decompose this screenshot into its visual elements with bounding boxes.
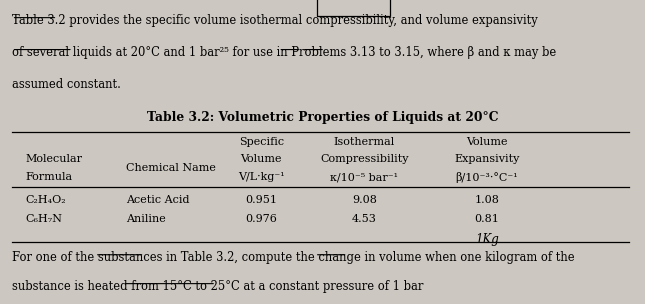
Text: Table 3.2 provides the specific volume isothermal compressibility, and volume ex: Table 3.2 provides the specific volume i… [12, 14, 537, 27]
Text: 0.976: 0.976 [245, 214, 277, 224]
Text: V/L·kg⁻¹: V/L·kg⁻¹ [238, 172, 284, 182]
Text: Specific: Specific [239, 137, 284, 147]
Text: 4.53: 4.53 [352, 214, 377, 224]
Text: 9.08: 9.08 [352, 195, 377, 205]
Text: Chemical Name: Chemical Name [126, 163, 215, 173]
Text: Compressibility: Compressibility [320, 154, 409, 164]
Text: assumed constant.: assumed constant. [12, 78, 121, 91]
Text: 0.951: 0.951 [245, 195, 277, 205]
Text: Volume: Volume [241, 154, 282, 164]
Text: of several liquids at 20°C and 1 bar²⁵ for use in Problems 3.13 to 3.15, where β: of several liquids at 20°C and 1 bar²⁵ f… [12, 46, 556, 59]
Text: Acetic Acid: Acetic Acid [126, 195, 189, 205]
Text: β/10⁻³·°C⁻¹: β/10⁻³·°C⁻¹ [455, 172, 519, 183]
Text: Aniline: Aniline [126, 214, 166, 224]
Text: 1Kg: 1Kg [475, 233, 499, 246]
Text: C₆H₇N: C₆H₇N [26, 214, 63, 224]
Text: Formula: Formula [26, 172, 73, 182]
Text: Molecular: Molecular [26, 154, 83, 164]
Text: Volume: Volume [466, 137, 508, 147]
Text: C₂H₄O₂: C₂H₄O₂ [26, 195, 66, 205]
Text: Isothermal: Isothermal [334, 137, 395, 147]
Text: 1.08: 1.08 [475, 195, 499, 205]
Text: Expansivity: Expansivity [454, 154, 520, 164]
Text: κ/10⁻⁵ bar⁻¹: κ/10⁻⁵ bar⁻¹ [330, 172, 399, 182]
Text: 0.81: 0.81 [475, 214, 499, 224]
Text: For one of the substances in Table 3.2, compute the change in volume when one ki: For one of the substances in Table 3.2, … [12, 251, 574, 264]
Text: Table 3.2: Volumetric Properties of Liquids at 20°C: Table 3.2: Volumetric Properties of Liqu… [147, 111, 498, 124]
Text: substance is heated from 15°C to 25°C at a constant pressure of 1 bar: substance is heated from 15°C to 25°C at… [12, 280, 423, 293]
